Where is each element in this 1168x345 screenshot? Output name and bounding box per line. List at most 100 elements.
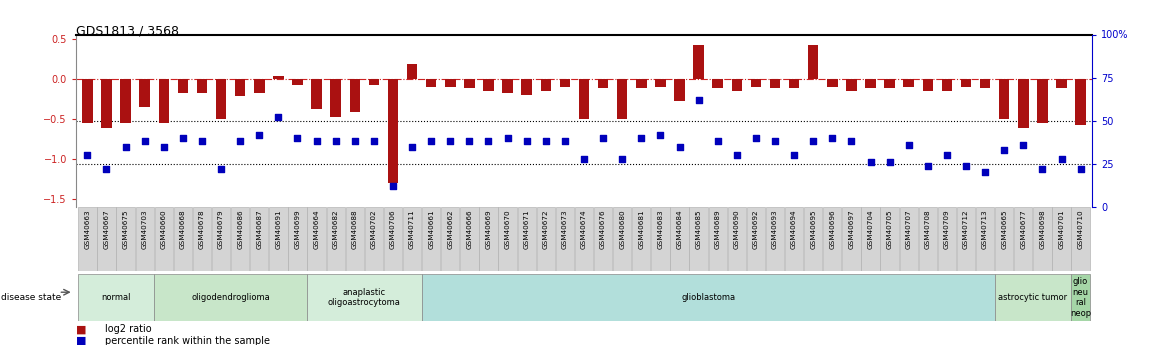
- Point: [269, 115, 287, 120]
- Bar: [904, 79, 915, 87]
- Bar: [231, 207, 249, 271]
- Text: anaplastic
oligoastrocytoma: anaplastic oligoastrocytoma: [328, 288, 401, 307]
- Text: GSM40695: GSM40695: [811, 209, 816, 248]
- Bar: [595, 207, 612, 271]
- Point: [250, 132, 269, 137]
- Bar: [1071, 274, 1090, 321]
- Text: GSM40709: GSM40709: [944, 209, 950, 248]
- Bar: [82, 79, 92, 123]
- Text: GSM40708: GSM40708: [925, 209, 931, 248]
- Point: [499, 135, 517, 141]
- Bar: [751, 79, 762, 87]
- Bar: [1071, 207, 1090, 271]
- Point: [842, 139, 861, 144]
- Bar: [652, 207, 669, 271]
- Bar: [269, 207, 287, 271]
- Point: [346, 139, 364, 144]
- Bar: [406, 64, 417, 79]
- Text: GSM40680: GSM40680: [619, 209, 625, 248]
- Text: GSM40671: GSM40671: [523, 209, 530, 248]
- Bar: [97, 207, 116, 271]
- Bar: [712, 79, 723, 88]
- Bar: [865, 79, 876, 88]
- Bar: [135, 207, 154, 271]
- Text: GSM40711: GSM40711: [409, 209, 415, 248]
- Bar: [938, 207, 957, 271]
- Text: astrocytic tumor: astrocytic tumor: [999, 293, 1068, 302]
- Bar: [541, 79, 551, 91]
- Text: GSM40670: GSM40670: [505, 209, 510, 248]
- Bar: [613, 207, 632, 271]
- Point: [899, 142, 918, 148]
- Bar: [598, 79, 609, 88]
- Bar: [292, 79, 303, 85]
- Text: GSM40699: GSM40699: [294, 209, 300, 248]
- Bar: [422, 274, 995, 321]
- Bar: [102, 79, 112, 128]
- Bar: [78, 274, 154, 321]
- Point: [728, 152, 746, 158]
- Point: [1071, 166, 1090, 172]
- Bar: [1018, 79, 1029, 128]
- Point: [383, 184, 402, 189]
- Point: [632, 135, 651, 141]
- Point: [746, 135, 765, 141]
- Point: [556, 139, 575, 144]
- Text: GSM40697: GSM40697: [848, 209, 855, 248]
- Point: [460, 139, 479, 144]
- Text: GSM40672: GSM40672: [543, 209, 549, 248]
- Bar: [842, 207, 861, 271]
- Text: GSM40683: GSM40683: [658, 209, 663, 248]
- Bar: [307, 207, 326, 271]
- Text: GSM40705: GSM40705: [887, 209, 892, 248]
- Text: GSM40693: GSM40693: [772, 209, 778, 248]
- Text: GSM40676: GSM40676: [600, 209, 606, 248]
- Point: [154, 144, 173, 149]
- Bar: [575, 207, 593, 271]
- Text: GSM40696: GSM40696: [829, 209, 835, 248]
- Text: GSM40673: GSM40673: [562, 209, 568, 248]
- Text: log2 ratio: log2 ratio: [105, 325, 152, 334]
- Text: GSM40702: GSM40702: [371, 209, 377, 248]
- Text: GSM40669: GSM40669: [486, 209, 492, 248]
- Bar: [442, 207, 459, 271]
- Bar: [637, 79, 647, 88]
- Bar: [211, 207, 230, 271]
- Bar: [941, 79, 952, 91]
- Bar: [980, 79, 990, 88]
- Bar: [1076, 79, 1086, 125]
- Bar: [327, 207, 345, 271]
- Text: GDS1813 / 3568: GDS1813 / 3568: [76, 24, 179, 37]
- Text: ■: ■: [76, 325, 86, 334]
- Point: [670, 144, 689, 149]
- Bar: [785, 207, 804, 271]
- Bar: [484, 79, 494, 91]
- Bar: [556, 207, 573, 271]
- Point: [364, 139, 383, 144]
- Bar: [731, 79, 742, 91]
- Point: [1052, 156, 1071, 161]
- Bar: [364, 207, 383, 271]
- Point: [403, 144, 422, 149]
- Point: [479, 139, 498, 144]
- Bar: [957, 207, 975, 271]
- Bar: [1052, 207, 1071, 271]
- Bar: [1034, 207, 1051, 271]
- Text: GSM40690: GSM40690: [734, 209, 739, 248]
- Point: [804, 139, 822, 144]
- Point: [881, 159, 899, 165]
- Point: [288, 135, 307, 141]
- Point: [957, 163, 975, 168]
- Bar: [159, 79, 169, 123]
- Bar: [117, 207, 134, 271]
- Point: [307, 139, 326, 144]
- Point: [938, 152, 957, 158]
- Text: GSM40704: GSM40704: [868, 209, 874, 248]
- Bar: [746, 207, 765, 271]
- Bar: [154, 207, 173, 271]
- Bar: [694, 45, 704, 79]
- Text: GSM40687: GSM40687: [256, 209, 263, 248]
- Text: oligodendroglioma: oligodendroglioma: [192, 293, 270, 302]
- Bar: [517, 207, 536, 271]
- Bar: [919, 207, 937, 271]
